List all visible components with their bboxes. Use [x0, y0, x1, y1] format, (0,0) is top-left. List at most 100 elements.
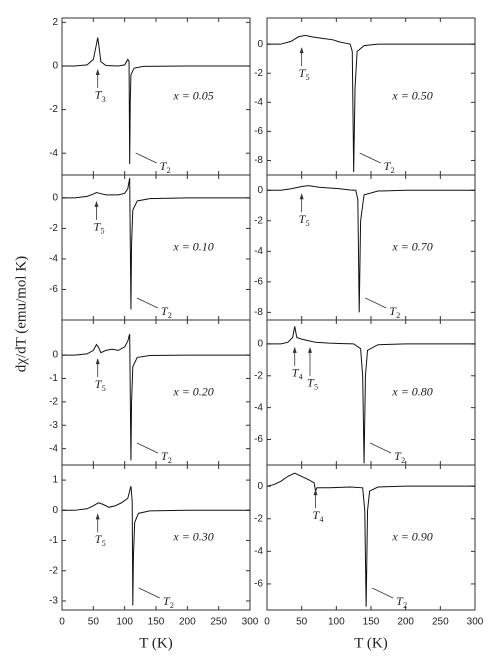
- annotation-symbol: T: [396, 594, 404, 608]
- curve: [62, 37, 250, 165]
- x-tick-label: 300: [242, 617, 259, 628]
- y-tick-label: -4: [254, 97, 263, 108]
- annotation-symbol: T: [299, 212, 307, 226]
- arrow-head: [95, 513, 100, 520]
- y-tick-label: -2: [49, 396, 58, 407]
- y-tick-label: 0: [52, 193, 58, 204]
- annotation-subscript: 2: [168, 456, 172, 465]
- y-tick-label: -3: [49, 596, 58, 607]
- x-tick-label: 250: [432, 617, 449, 628]
- x-tick-label: 150: [363, 617, 380, 628]
- arrow-head: [299, 47, 304, 54]
- y-tick-label: -2: [254, 215, 263, 226]
- annotation-subscript: 5: [306, 219, 310, 228]
- annotation-symbol: T: [161, 304, 169, 318]
- curve: [267, 34, 475, 173]
- x-tick-label: 200: [397, 617, 414, 628]
- y-tick-label: 0: [52, 350, 58, 361]
- annotation-subscript: 5: [102, 384, 106, 393]
- annotation-symbol: T: [313, 508, 321, 522]
- annotation-leader: [138, 587, 160, 599]
- annotation-subscript: 4: [299, 373, 303, 382]
- y-tick-label: -8: [254, 307, 263, 318]
- y-tick-label: -2: [254, 513, 263, 524]
- y-tick-label: -6: [49, 284, 58, 295]
- annotation-subscript: 2: [401, 456, 405, 465]
- x-tick-label: 0: [264, 617, 270, 628]
- panel-frame: [61, 464, 251, 611]
- panel-frame: [61, 17, 251, 176]
- y-tick-label: 2: [52, 17, 58, 28]
- arrow-head: [299, 193, 304, 200]
- y-tick-label: -2: [49, 565, 58, 576]
- annotation-subscript: 2: [403, 601, 407, 610]
- panel-label: x = 0.80: [391, 384, 432, 398]
- annotation-symbol: T: [95, 88, 103, 102]
- x-tick-label: 150: [148, 617, 165, 628]
- y-tick-label: -6: [254, 126, 263, 137]
- annotation-subscript: 2: [170, 601, 174, 610]
- panel-label: x = 0.20: [172, 384, 213, 398]
- y-tick-label: 0: [257, 39, 263, 50]
- annotation-subscript: 2: [396, 311, 400, 320]
- y-tick-label: 0: [257, 185, 263, 196]
- annotation-subscript: 5: [100, 227, 104, 236]
- panel-frame: [266, 174, 476, 321]
- x-tick-label: 0: [59, 617, 65, 628]
- x-tick-label: 250: [210, 617, 227, 628]
- panel-label: x = 0.30: [172, 529, 213, 543]
- panel-frame: [61, 174, 251, 321]
- curve: [62, 177, 250, 310]
- curve: [62, 333, 250, 461]
- y-tick-label: -2: [49, 223, 58, 234]
- annotation-symbol: T: [299, 66, 307, 80]
- y-tick-label: -4: [49, 148, 58, 159]
- x-axis-label: T (K): [139, 635, 172, 651]
- annotation-leader: [135, 152, 157, 164]
- panel-label: x = 0.70: [391, 239, 432, 253]
- y-tick-label: -4: [49, 254, 58, 265]
- panel-frame: [61, 319, 251, 466]
- y-tick-label: -4: [254, 546, 263, 557]
- annotation-subscript: 2: [391, 166, 395, 175]
- arrow-head: [292, 346, 297, 353]
- y-tick-label: -2: [254, 68, 263, 79]
- annotation-subscript: 5: [102, 539, 106, 548]
- arrow-head: [95, 68, 100, 75]
- curve: [62, 486, 250, 606]
- x-tick-label: 100: [116, 617, 133, 628]
- y-tick-label: 0: [52, 61, 58, 72]
- annotation-symbol: T: [384, 159, 392, 173]
- annotation-leader: [369, 442, 392, 454]
- annotation-symbol: T: [307, 376, 315, 390]
- y-tick-label: 1: [52, 475, 58, 486]
- y-tick-label: -4: [254, 246, 263, 257]
- y-axis-label: dχ/dT (emu/mol K): [13, 256, 29, 372]
- annotation-subscript: 5: [306, 73, 310, 82]
- annotation-symbol: T: [163, 594, 171, 608]
- annotation-subscript: 2: [168, 311, 172, 320]
- x-tick-label: 50: [296, 617, 308, 628]
- y-tick-label: -1: [49, 535, 58, 546]
- arrow-head: [94, 200, 99, 207]
- y-tick-label: -3: [49, 420, 58, 431]
- y-tick-label: 0: [52, 505, 58, 516]
- panel-frame: [266, 464, 476, 611]
- annotation-symbol: T: [93, 220, 101, 234]
- panel-label: x = 0.05: [172, 88, 213, 102]
- y-tick-label: 0: [257, 481, 263, 492]
- y-tick-label: -2: [254, 370, 263, 381]
- annotation-subscript: 5: [314, 383, 318, 392]
- annotation-leader: [136, 297, 159, 309]
- annotation-leader: [365, 297, 387, 309]
- annotation-symbol: T: [95, 377, 103, 391]
- panel-label: x = 0.50: [391, 88, 432, 102]
- x-tick-label: 100: [328, 617, 345, 628]
- x-tick-label: 50: [88, 617, 100, 628]
- y-tick-label: -6: [254, 579, 263, 590]
- y-tick-label: -6: [254, 276, 263, 287]
- panel-label: x = 0.10: [172, 239, 213, 253]
- panel-frame: [266, 17, 476, 176]
- curve: [266, 472, 475, 607]
